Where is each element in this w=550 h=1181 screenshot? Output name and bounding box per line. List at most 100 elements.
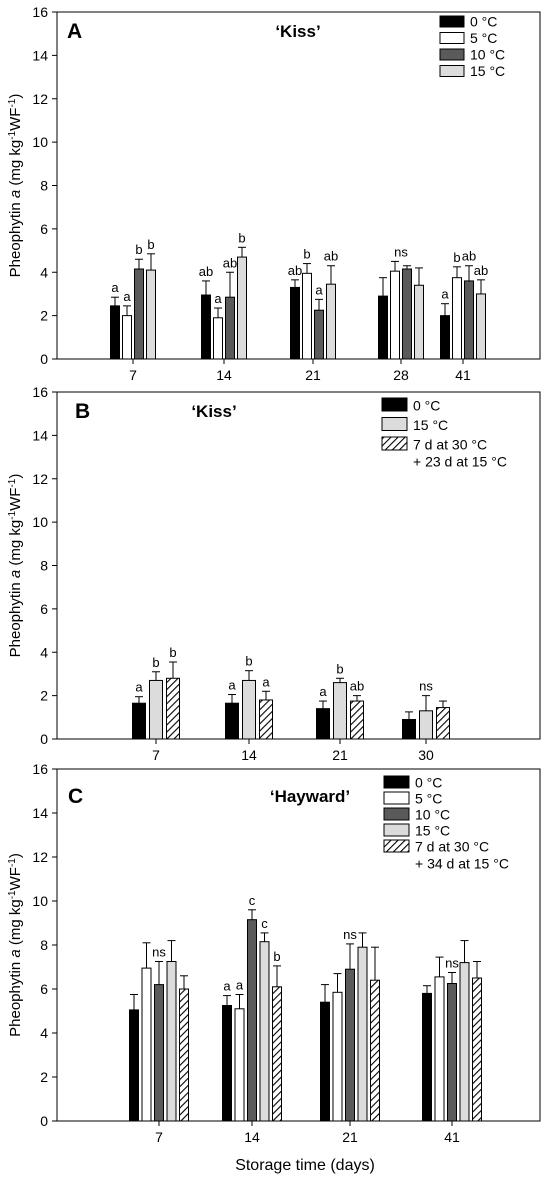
significance-label: ns	[445, 956, 459, 971]
legend-label: 0 °C	[470, 14, 497, 30]
significance-label: ns	[419, 679, 433, 694]
significance-label: ns	[394, 244, 408, 259]
y-tick-label: 16	[32, 4, 48, 20]
bar	[132, 702, 146, 740]
significance-label: a	[228, 678, 236, 693]
bar	[350, 700, 364, 740]
x-tick-label: 7	[152, 747, 160, 763]
bar	[345, 968, 355, 1122]
significance-label: b	[169, 645, 176, 660]
x-tick-label: 21	[332, 747, 348, 763]
bar	[259, 941, 270, 1122]
significance-label: ns	[152, 945, 166, 960]
bar	[414, 284, 424, 360]
significance-label: ab	[324, 249, 338, 264]
bar	[459, 962, 470, 1122]
bar	[440, 315, 450, 360]
bar	[201, 294, 211, 360]
bar	[129, 1009, 139, 1122]
y-tick-label: 2	[40, 1069, 48, 1085]
significance-label: ab	[288, 263, 302, 278]
bar	[134, 268, 144, 360]
x-tick-label: 14	[241, 747, 257, 763]
y-tick-label: 12	[32, 471, 48, 487]
x-tick-label: 41	[444, 1129, 460, 1145]
legend-label: 10 °C	[470, 47, 505, 63]
significance-label: ab	[462, 249, 476, 264]
y-tick-label: 2	[40, 308, 48, 324]
bar	[213, 317, 223, 360]
bar	[472, 977, 482, 1122]
legend-swatch	[439, 15, 465, 28]
legend-swatch	[439, 32, 465, 44]
legend-swatch	[383, 839, 410, 853]
bar	[326, 283, 336, 360]
bar	[259, 699, 273, 740]
y-tick-label: 4	[40, 264, 48, 280]
y-tick-label: 16	[32, 761, 48, 777]
y-tick-label: 4	[40, 644, 48, 660]
y-axis-label: Pheophytin a (mg kg-1WF-1)	[7, 94, 24, 278]
legend-swatch	[381, 436, 408, 451]
legend-label: 0 °C	[415, 775, 442, 791]
x-tick-label: 7	[155, 1129, 163, 1145]
bar	[333, 682, 347, 740]
legend-swatch	[439, 48, 465, 61]
bar	[110, 305, 120, 360]
y-tick-label: 10	[32, 134, 48, 150]
bar	[402, 718, 416, 740]
y-axis-label: Pheophytin a (mg kg-1WF-1)	[7, 474, 24, 658]
significance-label: b	[336, 661, 343, 676]
bar	[370, 979, 380, 1122]
significance-label: a	[441, 287, 449, 302]
significance-label: b	[245, 654, 252, 669]
significance-label: b	[135, 242, 142, 257]
legend-swatch	[439, 65, 465, 77]
legend-swatch	[383, 823, 410, 837]
significance-label: ab	[350, 679, 364, 694]
legend-label: 7 d at 30 °C	[415, 839, 489, 855]
y-tick-label: 0	[40, 1113, 48, 1129]
significance-label: a	[319, 684, 327, 699]
bar	[390, 270, 400, 360]
y-tick-label: 10	[32, 514, 48, 530]
significance-label: c	[261, 916, 268, 931]
y-tick-label: 8	[40, 178, 48, 194]
legend-swatch	[383, 775, 410, 789]
y-tick-label: 8	[40, 558, 48, 574]
bar	[290, 286, 300, 360]
significance-label: a	[135, 680, 143, 695]
bar	[320, 1001, 330, 1122]
y-axis-label: Pheophytin a (mg kg-1WF-1)	[7, 853, 24, 1037]
x-tick-label: 14	[216, 367, 232, 383]
y-tick-label: 0	[40, 351, 48, 367]
bar	[149, 679, 163, 740]
y-tick-label: 6	[40, 601, 48, 617]
bar	[402, 268, 412, 360]
bar	[302, 272, 312, 360]
bar	[225, 702, 239, 740]
bar	[314, 309, 324, 360]
significance-label: b	[273, 949, 280, 964]
y-tick-label: 6	[40, 221, 48, 237]
panel-c: 0 2 4 6 8 10 12 14 16 Pheophytin a (mg kg-1WF-1) C…	[7, 761, 541, 1145]
bar	[378, 295, 388, 360]
significance-label: a	[214, 291, 222, 306]
legend-label: 15 °C	[415, 823, 450, 839]
legend-label: 5 °C	[470, 30, 497, 46]
x-tick-label: 21	[305, 367, 321, 383]
x-tick-label: 21	[342, 1129, 358, 1145]
y-tick-label: 14	[32, 805, 48, 821]
legend-label: 5 °C	[415, 791, 442, 807]
bar	[146, 269, 156, 360]
bar	[419, 710, 433, 740]
x-tick-label: 14	[244, 1129, 260, 1145]
y-tick-label: 12	[32, 849, 48, 865]
legend-label: 0 °C	[413, 398, 440, 414]
significance-label: ab	[223, 255, 237, 270]
legend-label: + 34 d at 15 °C	[415, 856, 509, 872]
y-tick-label: 8	[40, 937, 48, 953]
significance-label: ns	[343, 927, 357, 942]
significance-label: a	[236, 978, 244, 993]
